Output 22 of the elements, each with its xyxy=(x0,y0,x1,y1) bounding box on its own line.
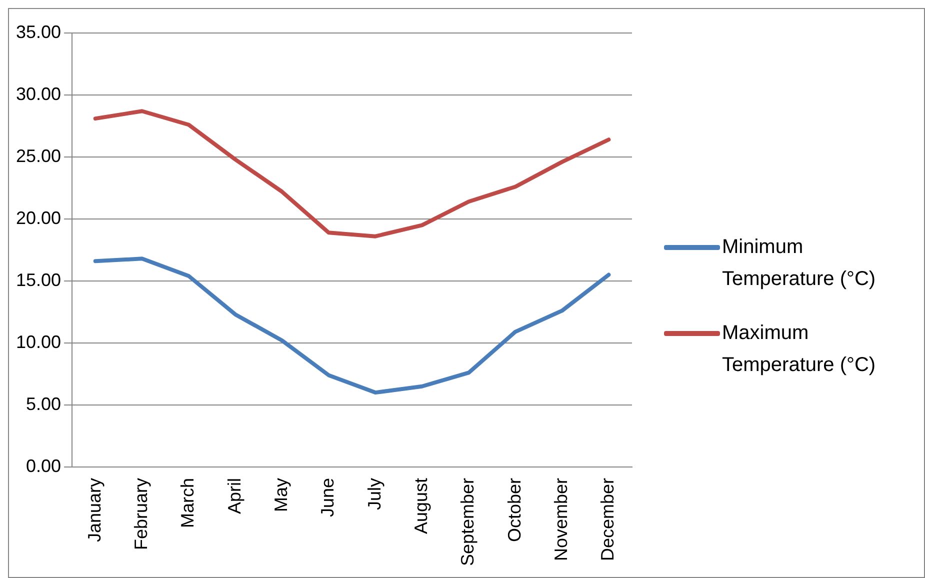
y-tick-label: 15.00 xyxy=(16,270,62,290)
y-tick-label: 10.00 xyxy=(16,332,62,352)
y-tick-label: 20.00 xyxy=(16,208,62,228)
x-tick-label: April xyxy=(224,478,244,514)
y-tick-label: 25.00 xyxy=(16,146,62,166)
x-tick-label: September xyxy=(458,478,478,566)
x-tick-label: November xyxy=(550,478,571,561)
x-tick-label: May xyxy=(270,478,291,512)
x-tick-label: February xyxy=(131,478,152,550)
y-tick-label: 35.00 xyxy=(16,22,62,42)
x-tick-label: October xyxy=(504,478,524,542)
legend-label: Maximum Temperature (°C) xyxy=(722,321,877,378)
x-tick-label: August xyxy=(410,478,431,534)
y-tick-label: 5.00 xyxy=(26,394,62,414)
x-tick-label: March xyxy=(178,478,198,528)
x-tick-label: June xyxy=(318,478,338,517)
x-tick-label: July xyxy=(364,478,384,510)
y-tick-label: 0.00 xyxy=(26,456,62,476)
legend-label: Minimum Temperature (°C) xyxy=(722,235,877,292)
x-tick-label: January xyxy=(84,478,104,542)
y-tick-label: 30.00 xyxy=(16,84,62,104)
x-tick-label: December xyxy=(598,478,618,561)
